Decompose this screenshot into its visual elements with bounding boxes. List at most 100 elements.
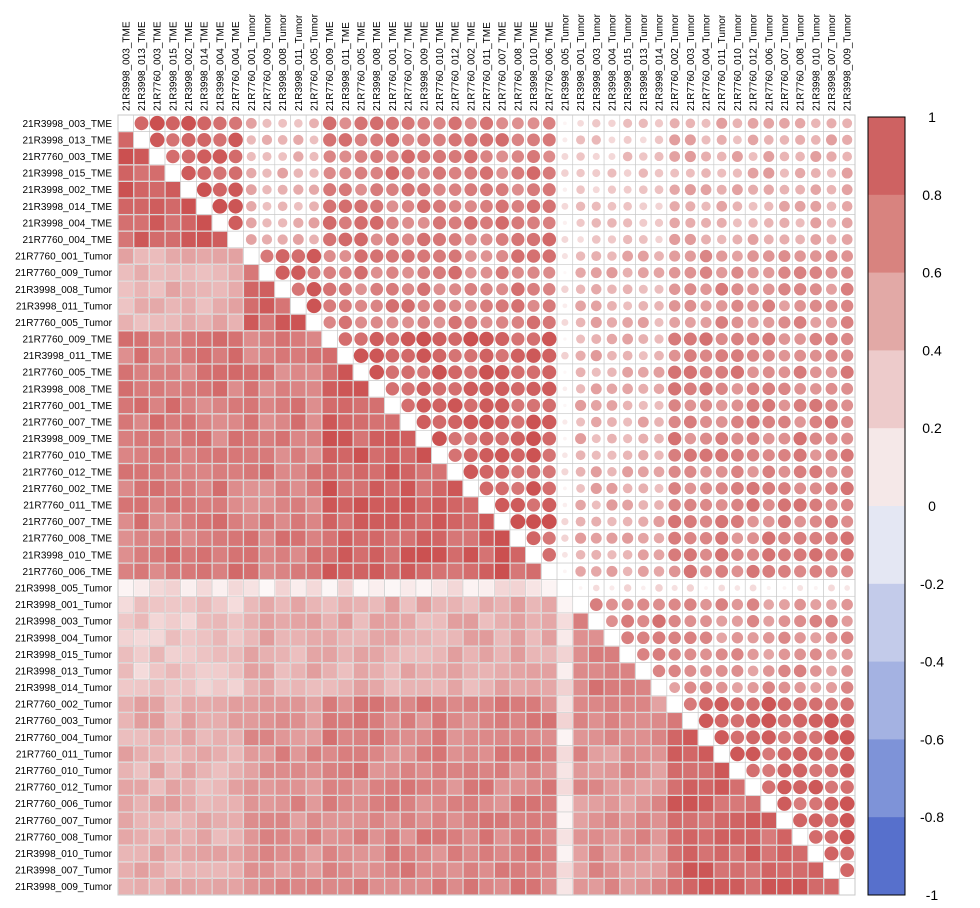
correlation-circle [480, 299, 493, 313]
correlation-square [510, 563, 526, 580]
column-label: 21R7760_009_Tumor [262, 13, 273, 111]
correlation-square [291, 530, 306, 546]
correlation-square [306, 596, 322, 613]
correlation-circle [494, 447, 510, 463]
correlation-square [479, 713, 494, 729]
correlation-square [118, 198, 134, 214]
correlation-square [134, 298, 149, 314]
correlation-circle [510, 497, 526, 513]
correlation-square [338, 812, 353, 829]
correlation-circle [386, 316, 399, 329]
correlation-square [134, 779, 149, 795]
correlation-square [134, 314, 149, 331]
correlation-square [432, 580, 447, 596]
correlation-square [259, 298, 275, 314]
correlation-square [322, 663, 337, 679]
correlation-circle [763, 632, 775, 644]
correlation-square [291, 347, 306, 364]
row-label: 21R7760_007_TME [22, 517, 112, 528]
matrix-cell [572, 595, 589, 614]
correlation-circle [684, 399, 697, 412]
correlation-circle [575, 267, 586, 278]
correlation-circle [795, 184, 806, 195]
correlation-square [228, 613, 243, 629]
correlation-square [212, 630, 228, 646]
correlation-square [447, 497, 463, 513]
correlation-square [181, 713, 196, 729]
correlation-square [636, 713, 651, 729]
correlation-circle [463, 448, 478, 463]
correlation-circle [401, 149, 415, 164]
correlation-circle [354, 249, 368, 263]
correlation-circle [623, 118, 633, 128]
correlation-circle [432, 431, 447, 446]
correlation-circle [592, 186, 600, 194]
correlation-square [447, 679, 463, 696]
correlation-circle [700, 466, 712, 478]
correlation-square [149, 480, 165, 497]
correlation-square [181, 762, 196, 779]
correlation-square [259, 414, 275, 430]
correlation-circle [809, 398, 823, 412]
correlation-square [589, 746, 604, 762]
row-label: 21R3998_010_TME [22, 550, 112, 561]
correlation-square [228, 696, 243, 712]
correlation-circle [606, 383, 618, 395]
correlation-square [526, 630, 541, 646]
correlation-square [400, 746, 416, 762]
correlation-square [526, 696, 541, 712]
correlation-square [589, 829, 604, 845]
correlation-square [291, 613, 306, 629]
correlation-square [463, 746, 479, 762]
correlation-circle [526, 414, 541, 430]
correlation-square [573, 663, 588, 679]
correlation-circle [510, 348, 525, 363]
matrix-cell [337, 347, 354, 365]
correlation-square [447, 829, 463, 845]
correlation-circle [763, 234, 774, 245]
correlation-circle [841, 665, 854, 677]
correlation-circle [809, 498, 823, 512]
correlation-circle [844, 585, 850, 591]
correlation-square [149, 447, 165, 463]
correlation-circle [714, 696, 729, 712]
colorbar-tick-label: 0.8 [922, 187, 942, 203]
correlation-square [149, 215, 165, 231]
correlation-circle [277, 234, 288, 245]
correlation-circle [526, 498, 541, 512]
correlation-circle [809, 266, 823, 279]
correlation-circle [448, 349, 462, 363]
correlation-circle [841, 648, 853, 660]
correlation-square [118, 646, 134, 663]
correlation-square [118, 679, 134, 696]
correlation-circle [591, 450, 601, 460]
correlation-circle [684, 631, 697, 645]
correlation-circle [699, 448, 713, 462]
correlation-circle [385, 282, 399, 296]
correlation-square [149, 829, 165, 845]
colorbar-tick-label: -0.6 [920, 731, 944, 747]
correlation-square [479, 613, 494, 629]
correlation-square [165, 181, 181, 198]
correlation-circle [825, 548, 838, 562]
matrix-cell [274, 280, 291, 298]
correlation-circle [637, 250, 649, 262]
correlation-circle [433, 249, 446, 263]
correlation-square [416, 513, 432, 530]
correlation-square [447, 779, 463, 795]
correlation-circle [575, 399, 587, 411]
correlation-square [212, 298, 228, 314]
matrix-cell [384, 396, 401, 415]
correlation-square [541, 713, 557, 729]
correlation-circle [810, 200, 822, 212]
correlation-circle [794, 200, 806, 212]
correlation-circle [685, 168, 695, 178]
correlation-circle [810, 168, 821, 179]
correlation-square [510, 829, 526, 845]
correlation-square [338, 414, 353, 430]
correlation-circle [386, 216, 399, 230]
correlation-circle [591, 549, 602, 560]
correlation-square [228, 862, 243, 878]
correlation-square [165, 281, 181, 297]
correlation-circle [668, 365, 682, 379]
